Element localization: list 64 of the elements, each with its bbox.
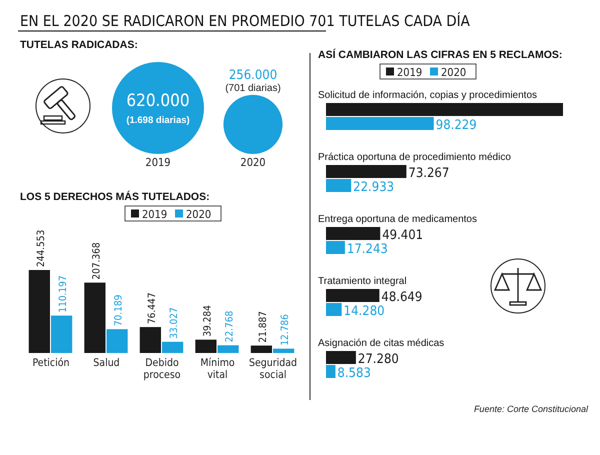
bar	[273, 348, 294, 353]
legend-label: 2019	[142, 208, 168, 221]
text: (701 diarias)	[225, 82, 281, 94]
data-label: 39.284	[202, 304, 214, 337]
x-tick-label: Debido proceso	[143, 357, 181, 381]
bar	[50, 316, 72, 353]
data-label: 22.933	[353, 180, 394, 195]
data-label: 48.649	[381, 290, 422, 305]
data-label: 76.447	[146, 292, 158, 324]
bar	[195, 340, 217, 353]
data-label: 21.887	[258, 311, 269, 343]
legend-label: 2020	[441, 66, 466, 79]
data-label: 17.243	[346, 242, 388, 257]
source-note: Fuente: Corte Constitucional	[474, 404, 589, 414]
bar	[84, 282, 106, 353]
legend-label: 2020	[186, 208, 212, 221]
x-tick-label: Seguridad social	[248, 357, 298, 381]
data-label: 33.027	[169, 307, 180, 339]
chart-title: ASÍ CAMBIARON LAS CIFRAS EN 5 RECLAMOS:	[318, 48, 562, 61]
data-label: 98.229	[436, 118, 477, 133]
category-label: 2020	[240, 156, 266, 169]
bar	[326, 227, 380, 240]
x-tick-label: Salud	[93, 357, 120, 369]
y-tick-label: Tratamiento integral	[318, 276, 407, 287]
data-label: 207.368	[91, 242, 102, 280]
y-tick-label: Entrega oportuna de medicamentos	[318, 214, 477, 225]
y-tick-label: Práctica oportuna de procedimiento médico	[318, 152, 512, 163]
data-label: 256.000	[228, 68, 278, 83]
text: TUTELAS RADICADAS:	[20, 39, 138, 51]
bar	[326, 103, 563, 116]
x-tick-label: Petición	[32, 357, 70, 369]
data-label: 8.583	[337, 366, 371, 381]
data-label: 14.280	[344, 304, 385, 319]
category-label: 2019	[145, 156, 171, 169]
data-label: 620.000	[126, 91, 190, 111]
text: (1.698 diarias)	[126, 115, 190, 126]
chart-title: LOS 5 DERECHOS MÁS TUTELADOS:	[20, 190, 210, 203]
data-label: 110.197	[58, 275, 70, 313]
bar	[326, 179, 352, 192]
data-label: 244.553	[36, 230, 47, 267]
y-tick-label: Asignación de citas médicas	[318, 338, 444, 349]
data-label: 27.280	[358, 352, 399, 367]
bar	[28, 270, 50, 353]
y-tick-label: Solicitud de información, copias y procedimientos	[318, 90, 537, 101]
bar	[106, 329, 128, 353]
data-label: 22.768	[224, 310, 236, 342]
bar	[326, 303, 342, 316]
text: EN EL 2020 SE RADICARON EN PROMEDIO 701 TUTELAS CADA DÍA	[20, 12, 471, 30]
bar	[250, 346, 272, 353]
bar	[326, 165, 406, 178]
bar	[218, 345, 239, 353]
bar	[326, 241, 345, 254]
data-label: 73.267	[408, 166, 450, 181]
data-label: 70.189	[114, 294, 125, 326]
bar	[326, 351, 356, 364]
x-tick-label: Mínimo vital	[200, 357, 235, 381]
bar	[326, 117, 434, 130]
legend-label: 2019	[397, 66, 422, 79]
bar	[326, 289, 380, 302]
bar	[326, 365, 336, 378]
bar	[140, 327, 161, 353]
data-label: 49.401	[382, 228, 424, 243]
bar	[162, 342, 184, 353]
data-label: 12.786	[280, 314, 292, 346]
